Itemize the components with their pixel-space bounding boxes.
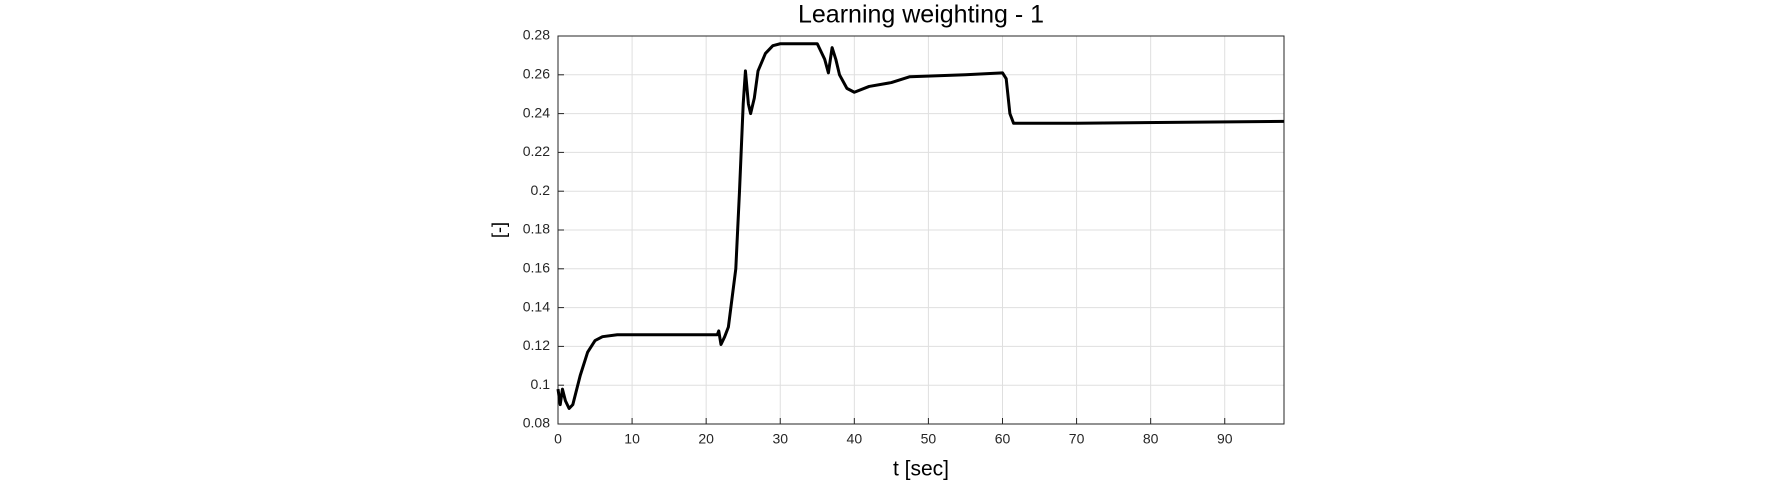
chart-title: Learning weighting - 1 xyxy=(798,1,1044,29)
y-tick-label: 0.2 xyxy=(531,182,551,198)
y-tick-label: 0.24 xyxy=(523,104,550,120)
x-axis-label: t [sec] xyxy=(893,458,949,481)
x-tick-label: 30 xyxy=(772,431,788,447)
y-tick-label: 0.16 xyxy=(523,260,550,276)
y-tick-label: 0.22 xyxy=(523,143,550,159)
x-tick-label: 90 xyxy=(1217,431,1233,447)
plot-frame xyxy=(557,35,1285,425)
y-tick-label: 0.14 xyxy=(523,298,550,314)
y-axis-label: [-] xyxy=(489,222,509,238)
x-tick-label: 50 xyxy=(921,431,937,447)
y-tick-label: 0.08 xyxy=(523,415,550,431)
y-tick-label: 0.26 xyxy=(523,66,550,82)
x-tick-label: 80 xyxy=(1143,431,1159,447)
y-tick-label: 0.18 xyxy=(523,221,550,237)
x-tick-label: 70 xyxy=(1069,431,1085,447)
x-tick-label: 60 xyxy=(995,431,1011,447)
y-tick-label: 0.28 xyxy=(523,27,550,43)
x-tick-label: 20 xyxy=(698,431,714,447)
x-tick-label: 0 xyxy=(554,431,562,447)
x-tick-label: 40 xyxy=(847,431,863,447)
y-tick-label: 0.12 xyxy=(523,337,550,353)
x-tick-label: 10 xyxy=(624,431,640,447)
data-line xyxy=(556,42,1285,410)
y-tick-label: 0.1 xyxy=(531,376,551,392)
